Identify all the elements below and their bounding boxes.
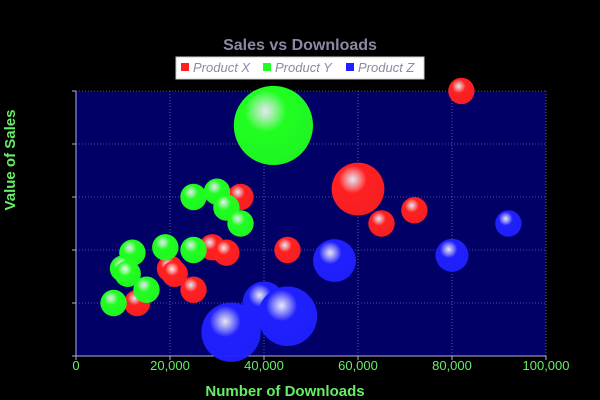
x-tick-label: 60,000: [338, 358, 378, 373]
legend-swatch-product-x: [181, 63, 189, 71]
bubble-product-z: [495, 210, 522, 237]
x-tick-labels: 0 20,000 40,000 60,000 80,000 100,000: [72, 358, 569, 373]
bubble-product-y: [100, 289, 127, 317]
bubble-product-y: [227, 210, 254, 237]
x-tick-label: 40,000: [244, 358, 284, 373]
bubble-product-z: [435, 238, 469, 272]
bubble-product-z: [257, 286, 318, 346]
legend-box: [175, 56, 425, 80]
bubble-product-y: [152, 234, 179, 261]
bubble-product-x: [161, 260, 188, 288]
legend-swatch-product-y: [263, 63, 271, 71]
x-tick-label: 100,000: [523, 358, 570, 373]
bubble-product-z: [313, 239, 356, 283]
bubble-product-z: [201, 302, 261, 362]
legend-label-product-y: Product Y: [275, 60, 333, 75]
y-axis-title: Value of Sales: [2, 110, 19, 211]
chart-title: Sales vs Downloads: [223, 37, 377, 54]
x-tick-label: 20,000: [150, 358, 190, 373]
x-axis-title: Number of Downloads: [205, 383, 364, 400]
axes: [72, 90, 547, 360]
bubble-product-x: [331, 162, 385, 216]
legend-label-product-z: Product Z: [358, 60, 415, 75]
bubble-product-y: [133, 276, 160, 303]
bubble-product-x: [274, 236, 301, 264]
x-tick-label: 0: [72, 358, 79, 373]
bubble-product-x: [448, 77, 475, 105]
x-tick-label: 80,000: [432, 358, 472, 373]
legend: Product X Product Y Product Z: [175, 56, 425, 80]
bubble-product-y: [114, 260, 141, 288]
bubble-product-y: [233, 85, 313, 166]
bubble-product-x: [368, 210, 395, 237]
legend-label-product-x: Product X: [193, 60, 251, 75]
bubble-product-x: [213, 239, 240, 266]
bubbles: [100, 77, 522, 362]
bubble-product-y: [180, 183, 207, 211]
bubble-product-y: [180, 236, 207, 264]
bubble-product-x: [180, 276, 207, 303]
legend-swatch-product-z: [346, 63, 354, 71]
bubble-product-x: [401, 197, 428, 224]
